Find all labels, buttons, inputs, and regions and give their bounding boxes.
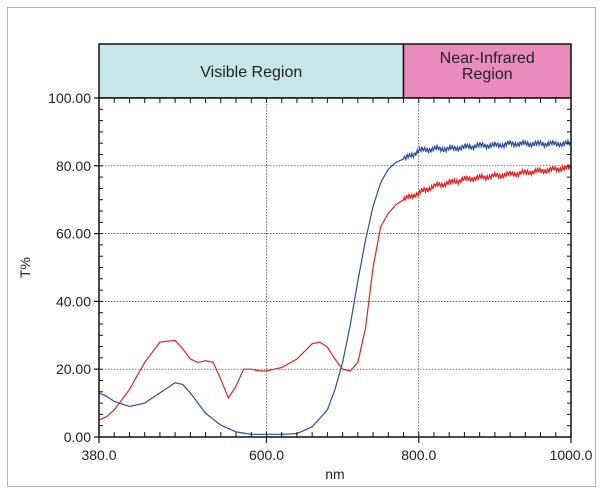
series-lines xyxy=(98,138,572,435)
region-band-0 xyxy=(98,43,405,99)
x-tick-label: 1000.0 xyxy=(550,447,593,463)
y-tick-label: 40.00 xyxy=(56,293,91,309)
y-tick-label: 0.00 xyxy=(64,429,91,445)
axes: 0.00 20.00 40.00 60.00 80.00 100.00 380.0 600.0… xyxy=(48,90,592,463)
y-tick-label: 100.00 xyxy=(48,90,91,106)
x-tick-label: 380.0 xyxy=(81,447,116,463)
x-tick-label: 800.0 xyxy=(401,447,436,463)
y-axis-label: T% xyxy=(17,257,33,278)
x-tick-label: 600.0 xyxy=(249,447,284,463)
x-axis-label: nm xyxy=(325,466,344,482)
series-line-1 xyxy=(98,163,572,421)
grid xyxy=(99,98,571,437)
region-label-1-line-0: Near-Infrared xyxy=(440,50,535,67)
series-line-0 xyxy=(98,138,572,435)
region-label-0: Visible Region xyxy=(200,64,302,81)
y-tick-label: 20.00 xyxy=(56,361,91,377)
plot-area xyxy=(99,98,571,437)
y-tick-label: 80.00 xyxy=(56,158,91,174)
region-label-1-line-1: Region xyxy=(462,66,513,83)
y-tick-label: 60.00 xyxy=(56,226,91,242)
region-band-1 xyxy=(402,43,572,99)
chart-frame: Visible Region Near-Infrared Region 0.00 20… xyxy=(7,7,596,487)
